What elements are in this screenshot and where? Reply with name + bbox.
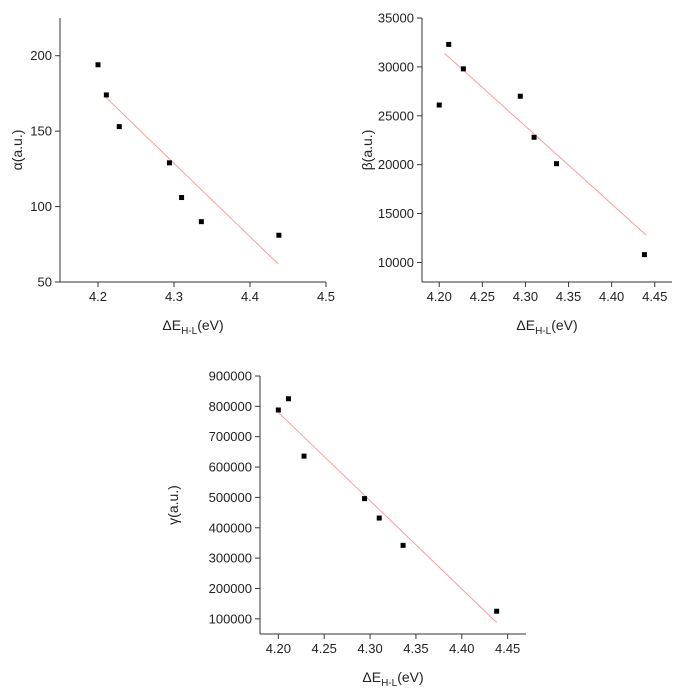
- x-tick-label: 4.35: [403, 641, 428, 656]
- y-tick-label: 200000: [209, 581, 252, 596]
- y-tick-label: 15000: [378, 206, 414, 221]
- data-point: [446, 41, 452, 47]
- x-tick-label: 4.4: [241, 289, 259, 304]
- x-tick-label: 4.30: [513, 289, 538, 304]
- data-point: [275, 407, 281, 413]
- data-point: [641, 252, 647, 258]
- x-tick-label: 4.2: [89, 289, 107, 304]
- data-point: [198, 219, 204, 225]
- y-tick-label: 500000: [209, 490, 252, 505]
- y-tick-label: 25000: [378, 108, 414, 123]
- data-point: [95, 62, 101, 68]
- x-tick-label: 4.3: [165, 289, 183, 304]
- x-tick-label: 4.5: [317, 289, 335, 304]
- y-tick-label: 100: [30, 199, 52, 214]
- fit-line: [277, 412, 497, 623]
- y-axis-label: β(a.u.): [359, 130, 375, 171]
- gamma-chart: 4.20 4.25 4.30 4.35 4.40 4.45 100000 200000 3000…: [165, 369, 526, 689]
- y-tick-label: 35000: [378, 11, 414, 26]
- x-tick-label: 4.30: [357, 641, 382, 656]
- y-axis-label: γ(a.u.): [165, 485, 181, 525]
- x-axis-label: ΔEH-L(eV): [516, 317, 577, 337]
- data-point: [376, 515, 382, 521]
- data-point: [362, 496, 368, 502]
- y-tick-label: 150: [30, 124, 52, 139]
- x-tick-label: 4.35: [556, 289, 581, 304]
- y-tick-label: 10000: [378, 255, 414, 270]
- x-tick-label: 4.40: [449, 641, 474, 656]
- fit-line: [444, 52, 647, 236]
- y-tick-label: 200: [30, 48, 52, 63]
- y-tick-label: 400000: [209, 520, 252, 535]
- data-point: [517, 93, 523, 99]
- beta-chart: 4.20 4.25 4.30 4.35 4.40 4.45 10000 15000 20000 2…: [359, 11, 672, 337]
- x-tick-label: 4.20: [266, 641, 291, 656]
- x-tick-label: 4.25: [470, 289, 495, 304]
- y-tick-label: 700000: [209, 429, 252, 444]
- fit-line: [104, 96, 279, 265]
- y-tick-label: 300000: [209, 551, 252, 566]
- y-tick-label: 800000: [209, 399, 252, 414]
- data-point: [116, 124, 122, 130]
- y-tick-label: 900000: [209, 369, 252, 384]
- x-tick-label: 4.40: [599, 289, 624, 304]
- y-tick-label: 30000: [378, 59, 414, 74]
- y-tick-label: 20000: [378, 157, 414, 172]
- data-point: [166, 160, 172, 166]
- x-tick-label: 4.45: [495, 641, 520, 656]
- x-axis-label: ΔEH-L(eV): [362, 669, 423, 689]
- y-tick-label: 50: [38, 275, 52, 290]
- x-tick-label: 4.25: [312, 641, 337, 656]
- data-point: [494, 608, 500, 614]
- y-tick-label: 600000: [209, 460, 252, 475]
- data-point: [553, 161, 559, 167]
- data-point: [400, 542, 406, 548]
- data-point: [436, 102, 442, 108]
- y-axis-label: α(a.u.): [9, 130, 25, 171]
- x-axis-label: ΔEH-L(eV): [162, 317, 223, 337]
- alpha-chart: 4.2 4.3 4.4 4.5 50 100 150 200 ΔEH-L(eV) α(a.u.): [9, 18, 335, 337]
- data-point: [531, 134, 537, 140]
- y-tick-label: 100000: [209, 611, 252, 626]
- data-point: [276, 232, 282, 238]
- data-point: [301, 453, 307, 459]
- x-tick-label: 4.45: [642, 289, 667, 304]
- data-point: [285, 396, 291, 402]
- data-point: [103, 92, 109, 98]
- x-tick-label: 4.20: [427, 289, 452, 304]
- data-point: [460, 66, 466, 72]
- data-point: [179, 195, 185, 201]
